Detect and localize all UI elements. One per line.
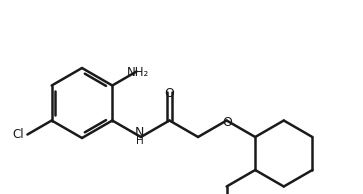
Text: N: N: [135, 126, 144, 139]
Text: O: O: [164, 87, 174, 100]
Text: Cl: Cl: [13, 128, 24, 141]
Text: NH₂: NH₂: [126, 67, 149, 80]
Text: H: H: [136, 136, 144, 146]
Text: O: O: [223, 115, 233, 128]
